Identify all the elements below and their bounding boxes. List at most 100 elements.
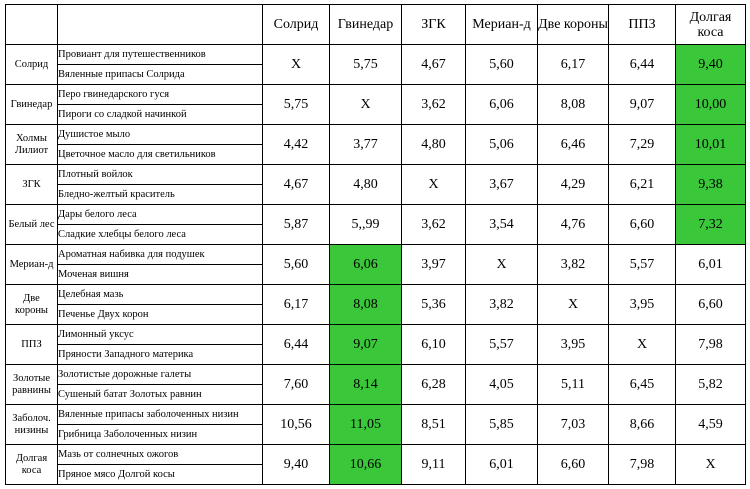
value-cell: 9,40: [262, 444, 330, 485]
value-cell: 4,59: [675, 404, 746, 445]
goods-cell: Сладкие хлебцы белого леса: [57, 224, 263, 245]
origin-cell: Солрид: [5, 44, 58, 85]
origin-cell: Долгая коса: [5, 444, 58, 485]
value-cell: 5,,99: [329, 204, 402, 245]
table-row: Пряное мясо Долгой косы: [6, 464, 746, 485]
value-cell: 5,06: [465, 124, 538, 165]
table-row: ППЗ Лимонный уксус 6,44 9,07 6,10 5,57 3,95 X 7,…: [5, 324, 746, 365]
value-cell-highlighted: 8,08: [329, 284, 402, 325]
value-cell: 6,10: [401, 324, 466, 365]
value-cell-highlighted: 9,40: [675, 44, 746, 85]
value-cell: 7,98: [675, 324, 746, 365]
value-cell: 3,62: [401, 84, 466, 125]
column-header: ЗГК: [401, 4, 466, 45]
value-cell: X: [262, 44, 330, 85]
origin-cell: Две короны: [5, 284, 58, 325]
value-cell: X: [608, 324, 676, 365]
value-cell: X: [329, 84, 402, 125]
goods-cell: Вяленные припасы Солрида: [57, 64, 263, 85]
value-cell: 4,29: [537, 164, 609, 205]
column-header: Долгая коса: [675, 4, 746, 45]
value-cell: 5,75: [329, 44, 402, 85]
value-cell: 6,21: [608, 164, 676, 205]
value-cell: 5,60: [465, 44, 538, 85]
table-row: ЗГК Плотный войлок 4,67 4,80 X 3,67 4,29 6,21 9,…: [5, 164, 746, 205]
goods-cell: Сушеный батат Золотых равнин: [57, 384, 263, 405]
value-cell: 9,11: [401, 444, 466, 485]
value-cell: 5,36: [401, 284, 466, 325]
value-cell: 8,51: [401, 404, 466, 445]
goods-cell: Ароматная набивка для подушек: [57, 244, 263, 265]
value-cell: 3,54: [465, 204, 538, 245]
goods-cell: Душистое мыло: [57, 124, 263, 145]
value-cell: 7,60: [262, 364, 330, 405]
value-cell: 3,95: [537, 324, 609, 365]
goods-cell: Провиант для путешественников: [57, 44, 263, 65]
origin-cell: ППЗ: [5, 324, 58, 365]
value-cell: 7,98: [608, 444, 676, 485]
value-cell-highlighted: 9,07: [329, 324, 402, 365]
value-cell: 4,80: [329, 164, 402, 205]
value-cell: 6,60: [675, 284, 746, 325]
goods-cell: Плотный войлок: [57, 164, 263, 185]
value-cell: 3,97: [401, 244, 466, 285]
value-cell-highlighted: 10,00: [675, 84, 746, 125]
table-row: Две короны Целебная мазь 6,17 8,08 5,36 3,82 X…: [5, 284, 746, 325]
goods-cell: Золотистые дорожные галеты: [57, 364, 263, 385]
goods-cell: Цветочное масло для светильников: [57, 144, 263, 165]
column-header: Солрид: [262, 4, 330, 45]
column-header: Мериан-д: [465, 4, 538, 45]
value-cell: X: [675, 444, 746, 485]
value-cell: 8,66: [608, 404, 676, 445]
value-cell-highlighted: 10,66: [329, 444, 402, 485]
value-cell: 3,82: [537, 244, 609, 285]
value-cell: 5,75: [262, 84, 330, 125]
price-table: Солрид Гвинедар ЗГК Мериан-д Две короны …: [5, 4, 746, 485]
value-cell: 3,67: [465, 164, 538, 205]
goods-cell: Бледно-желтый краситель: [57, 184, 263, 205]
value-cell: 4,67: [401, 44, 466, 85]
value-cell: 6,17: [537, 44, 609, 85]
value-cell: 5,60: [262, 244, 330, 285]
goods-cell: Грибница Заболоченных низин: [57, 424, 263, 445]
goods-cell: Пряное мясо Долгой косы: [57, 464, 263, 485]
column-header: Две короны: [537, 4, 609, 45]
table-row: Долгая коса Мазь от солнечных ожогов 9,40 1…: [5, 444, 746, 485]
value-cell: 3,95: [608, 284, 676, 325]
table-row: Заболоч. низины Вяленные припасы заболоче…: [5, 404, 746, 445]
goods-cell: Дары белого леса: [57, 204, 263, 225]
column-header: Гвинедар: [329, 4, 402, 45]
goods-cell: Вяленные припасы заболоченных низин: [57, 404, 263, 425]
goods-cell: Пряности Западного материка: [57, 344, 263, 365]
value-cell: X: [465, 244, 538, 285]
value-cell: 5,87: [262, 204, 330, 245]
value-cell: 6,60: [608, 204, 676, 245]
value-cell: 4,76: [537, 204, 609, 245]
value-cell: 6,01: [675, 244, 746, 285]
value-cell: 3,77: [329, 124, 402, 165]
table-row: Холмы Лилиот Душистое мыло 4,42 3,77 4,80 5,0…: [5, 124, 746, 165]
value-cell-highlighted: 11,05: [329, 404, 402, 445]
value-cell: 6,46: [537, 124, 609, 165]
value-cell-highlighted: 7,32: [675, 204, 746, 245]
value-cell: 4,05: [465, 364, 538, 405]
value-cell: 5,57: [608, 244, 676, 285]
value-cell: 3,62: [401, 204, 466, 245]
value-cell: 6,44: [262, 324, 330, 365]
value-cell: 4,80: [401, 124, 466, 165]
column-header: ППЗ: [608, 4, 676, 45]
value-cell: 6,06: [465, 84, 538, 125]
origin-cell: Заболоч. низины: [5, 404, 58, 445]
header-blank-goods: [57, 4, 263, 45]
value-cell: 7,29: [608, 124, 676, 165]
value-cell: 8,08: [537, 84, 609, 125]
table-row: Гвинедар Перо гвинедарского гуся 5,75 X 3,62…: [5, 84, 746, 125]
value-cell: 6,28: [401, 364, 466, 405]
value-cell: 7,03: [537, 404, 609, 445]
goods-cell: Перо гвинедарского гуся: [57, 84, 263, 105]
value-cell-highlighted: 9,38: [675, 164, 746, 205]
value-cell: 5,57: [465, 324, 538, 365]
goods-cell: Моченая вишня: [57, 264, 263, 285]
origin-cell: Золотые равнины: [5, 364, 58, 405]
value-cell: X: [537, 284, 609, 325]
